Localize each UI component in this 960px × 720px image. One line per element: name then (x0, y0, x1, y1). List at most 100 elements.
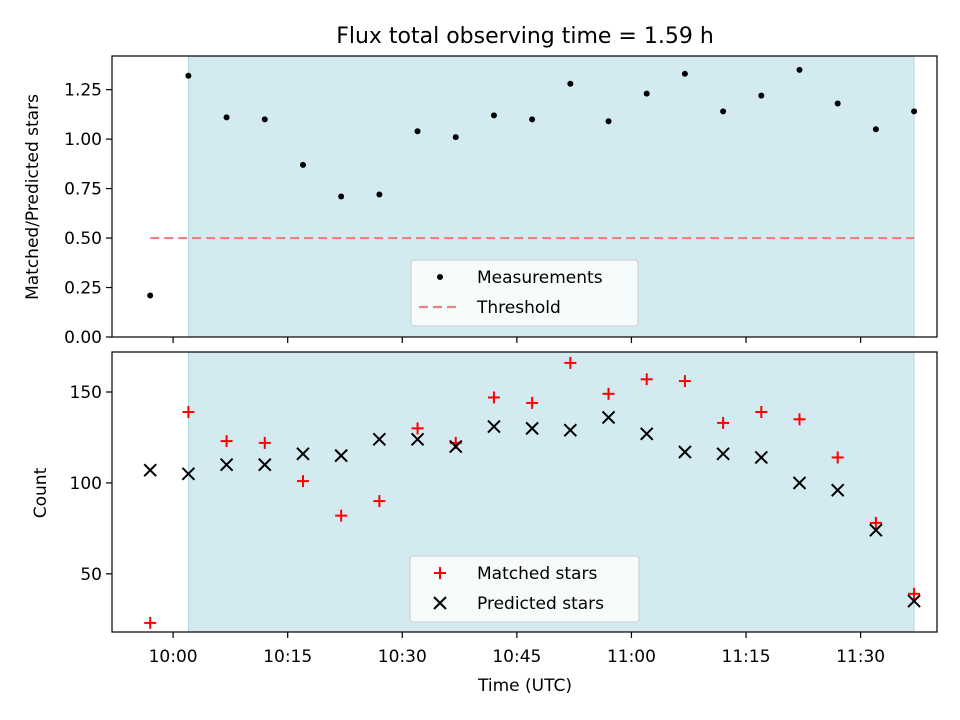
predicted-star-point (792, 476, 807, 490)
x-tick-label: 10:15 (263, 647, 312, 667)
predicted-star-point (907, 594, 921, 608)
measurement-point (490, 112, 497, 119)
x-tick-label: 11:15 (722, 647, 771, 667)
matched-star-point (411, 422, 424, 435)
top-axes-frame (111, 55, 938, 338)
matched-star-point (335, 509, 348, 522)
x-tick-label: 11:00 (607, 647, 656, 667)
predicted-star-point (410, 432, 425, 446)
measurement-point (299, 161, 306, 168)
x-tick-label: 11:30 (836, 647, 885, 667)
y-tick-label: 1.25 (64, 81, 102, 101)
predicted-star-point (563, 423, 578, 437)
legend-bottom: Matched stars Predicted stars (409, 555, 640, 623)
predicted-star-point (830, 483, 845, 497)
bottom-axes-frame (111, 351, 938, 633)
x-tick-label: 10:00 (149, 647, 198, 667)
predicted-star-point (678, 445, 692, 459)
legend-matched-marker (434, 567, 446, 579)
matched-star-point (564, 356, 577, 369)
measurement-point (643, 90, 650, 97)
measurement-point (834, 100, 841, 107)
predicted-star-point (219, 458, 234, 472)
measurement-point (376, 191, 383, 198)
y-tick-label: 1.00 (64, 130, 102, 150)
predicted-star-point (601, 410, 616, 425)
matched-star-point (373, 495, 386, 508)
matched-star-point (487, 391, 500, 404)
measurement-point (911, 108, 918, 115)
legend-measurements-label: Measurements (477, 268, 603, 288)
matched-star-point (258, 436, 271, 449)
predicted-star-point (487, 419, 501, 434)
matched-star-point (869, 516, 882, 529)
matched-star-point (678, 375, 691, 388)
predicted-star-point (258, 458, 272, 472)
measurement-point (338, 193, 345, 200)
y-tick-label: 50 (80, 565, 102, 585)
y-tick-label: 0.75 (64, 180, 102, 200)
x-axis-label: Time (UTC) (477, 676, 572, 696)
legend-predicted-marker (433, 596, 447, 610)
matched-star-point (908, 587, 921, 600)
predicted-star-point (754, 450, 769, 465)
top-y-axis-label: Matched/Predicted stars (23, 94, 43, 300)
bottom-y-axis-label: Count (31, 467, 51, 518)
matched-star-point (182, 406, 195, 418)
predicted-star-point (181, 467, 196, 481)
legend-predicted-label: Predicted stars (477, 594, 604, 614)
measurement-point (567, 80, 574, 87)
predicted-star-point (372, 432, 387, 446)
predicted-star-point (525, 421, 539, 436)
predicted-star-point (869, 523, 883, 537)
x-tick-label: 10:30 (378, 647, 427, 667)
matched-star-point (526, 396, 539, 409)
measurement-point (414, 128, 421, 135)
predicted-star-point (143, 463, 157, 477)
legend-measurements-marker (437, 274, 443, 280)
predicted-star-point (296, 447, 310, 461)
legend-top-box (410, 259, 639, 327)
bottom-xaxis-ticks: 10:00 10:15 10:30 10:45 11:00 11:15 11:30 (149, 632, 885, 667)
y-tick-label: 0.25 (64, 279, 102, 299)
top-yaxis-ticks: 0.00 0.25 0.50 0.75 1.00 1.25 (64, 81, 112, 348)
top-panel: 0.00 0.25 0.50 0.75 1.00 1.25 Matched/Predict… (23, 55, 938, 348)
predicted-star-point (334, 448, 348, 463)
measurement-point (185, 72, 192, 79)
y-tick-label: 0.00 (64, 328, 102, 348)
y-tick-label: 0.50 (64, 229, 102, 249)
legend-matched-label: Matched stars (477, 564, 597, 584)
legend-bottom-box (409, 555, 640, 623)
matched-star-point (640, 373, 653, 386)
y-tick-label: 150 (70, 383, 102, 403)
matched-star-point (831, 451, 844, 464)
bottom-data-layer (143, 356, 921, 629)
measurement-point (720, 108, 727, 115)
measurement-point (605, 118, 612, 125)
matched-star-point (602, 387, 615, 400)
matched-star-point (793, 413, 806, 426)
predicted-star-point (449, 439, 463, 454)
measurement-point (872, 126, 879, 133)
measurement-point (529, 116, 536, 123)
measurement-point (147, 292, 154, 299)
legend-top: Measurements Threshold (410, 259, 639, 327)
bottom-yaxis-ticks: 50 100 150 (70, 383, 112, 585)
legend-threshold-label: Threshold (476, 298, 561, 318)
measurement-point (681, 70, 688, 77)
predicted-star-point (716, 447, 730, 461)
matched-star-point (144, 616, 157, 629)
measurement-point (796, 66, 803, 73)
x-tick-label: 10:45 (492, 647, 541, 667)
measurement-point (261, 116, 268, 123)
measurement-point (758, 92, 765, 99)
matched-star-point (220, 435, 233, 448)
top-data-layer (147, 66, 918, 299)
chart-title: Flux total observing time = 1.59 h (336, 24, 714, 49)
matched-star-point (296, 475, 309, 488)
predicted-star-point (640, 427, 654, 441)
top-xaxis-ticks (172, 337, 862, 343)
y-tick-label: 100 (70, 474, 102, 494)
